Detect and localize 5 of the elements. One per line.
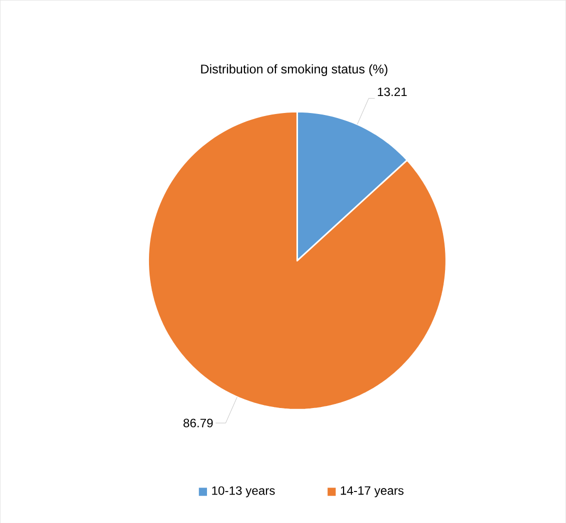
legend-label: 14-17 years	[340, 486, 404, 498]
chart-title: Distribution of smoking status (%)	[201, 64, 388, 76]
data-label: 86.79	[184, 418, 213, 428]
legend-label: 10-13 years	[212, 486, 275, 498]
data-label: 13.21	[378, 87, 407, 96]
